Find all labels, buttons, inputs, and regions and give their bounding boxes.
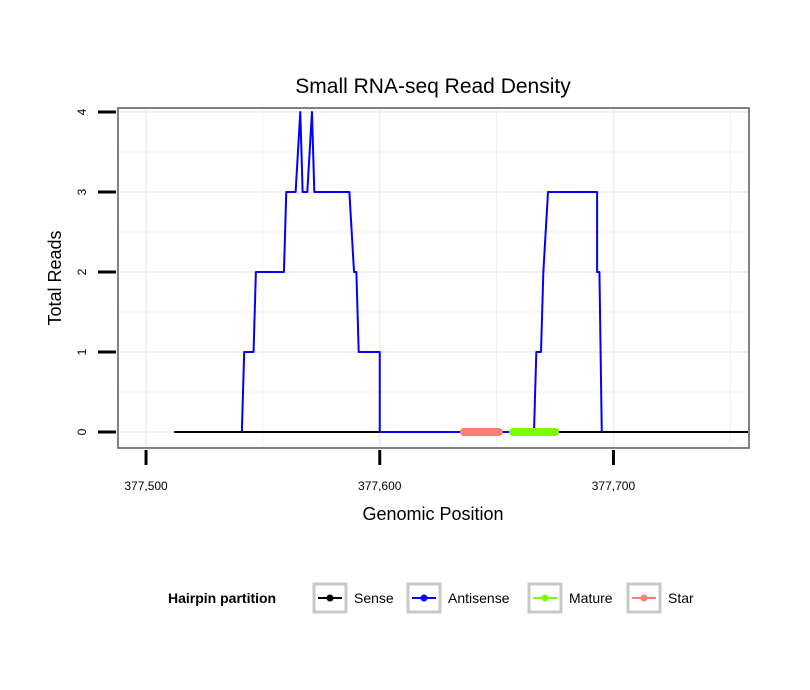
x-tick-label: 377,500	[124, 479, 168, 493]
legend-key-point	[420, 594, 428, 602]
legend-label-sense: Sense	[354, 590, 394, 606]
chart-title: Small RNA-seq Read Density	[295, 75, 571, 98]
x-axis-title: Genomic Position	[362, 504, 503, 524]
legend-label-star: Star	[668, 590, 694, 606]
legend-item-sense: Sense	[312, 582, 394, 614]
legend-item-antisense: Antisense	[406, 582, 510, 614]
legend-title: Hairpin partition	[168, 590, 276, 606]
plot-panel-border	[117, 107, 750, 449]
legend-label-mature: Mature	[569, 590, 613, 606]
y-tick-label: 4	[75, 108, 89, 115]
y-axis-title: Total Reads	[45, 230, 65, 325]
x-axis: 377,500 377,600 377,700	[124, 450, 635, 493]
series-line-antisense	[240, 111, 603, 433]
grid	[118, 108, 749, 448]
legend-item-star: Star	[626, 582, 694, 614]
legend-key-point	[326, 594, 334, 602]
y-tick-label: 2	[75, 268, 89, 275]
legend-label-antisense: Antisense	[448, 590, 510, 606]
y-tick-label: 3	[75, 188, 89, 195]
plot-series	[174, 111, 749, 436]
x-tick-label: 377,600	[358, 479, 402, 493]
legend: Hairpin partition Sense Antisense Mature Sta…	[168, 582, 694, 614]
x-tick-label: 377,700	[592, 479, 636, 493]
y-tick-label: 1	[75, 348, 89, 355]
legend-key-point	[640, 594, 648, 602]
y-tick-label: 0	[75, 428, 89, 435]
legend-key-point	[541, 594, 549, 602]
legend-item-mature: Mature	[527, 582, 613, 614]
y-axis: 0 1 2 3 4	[75, 108, 116, 435]
